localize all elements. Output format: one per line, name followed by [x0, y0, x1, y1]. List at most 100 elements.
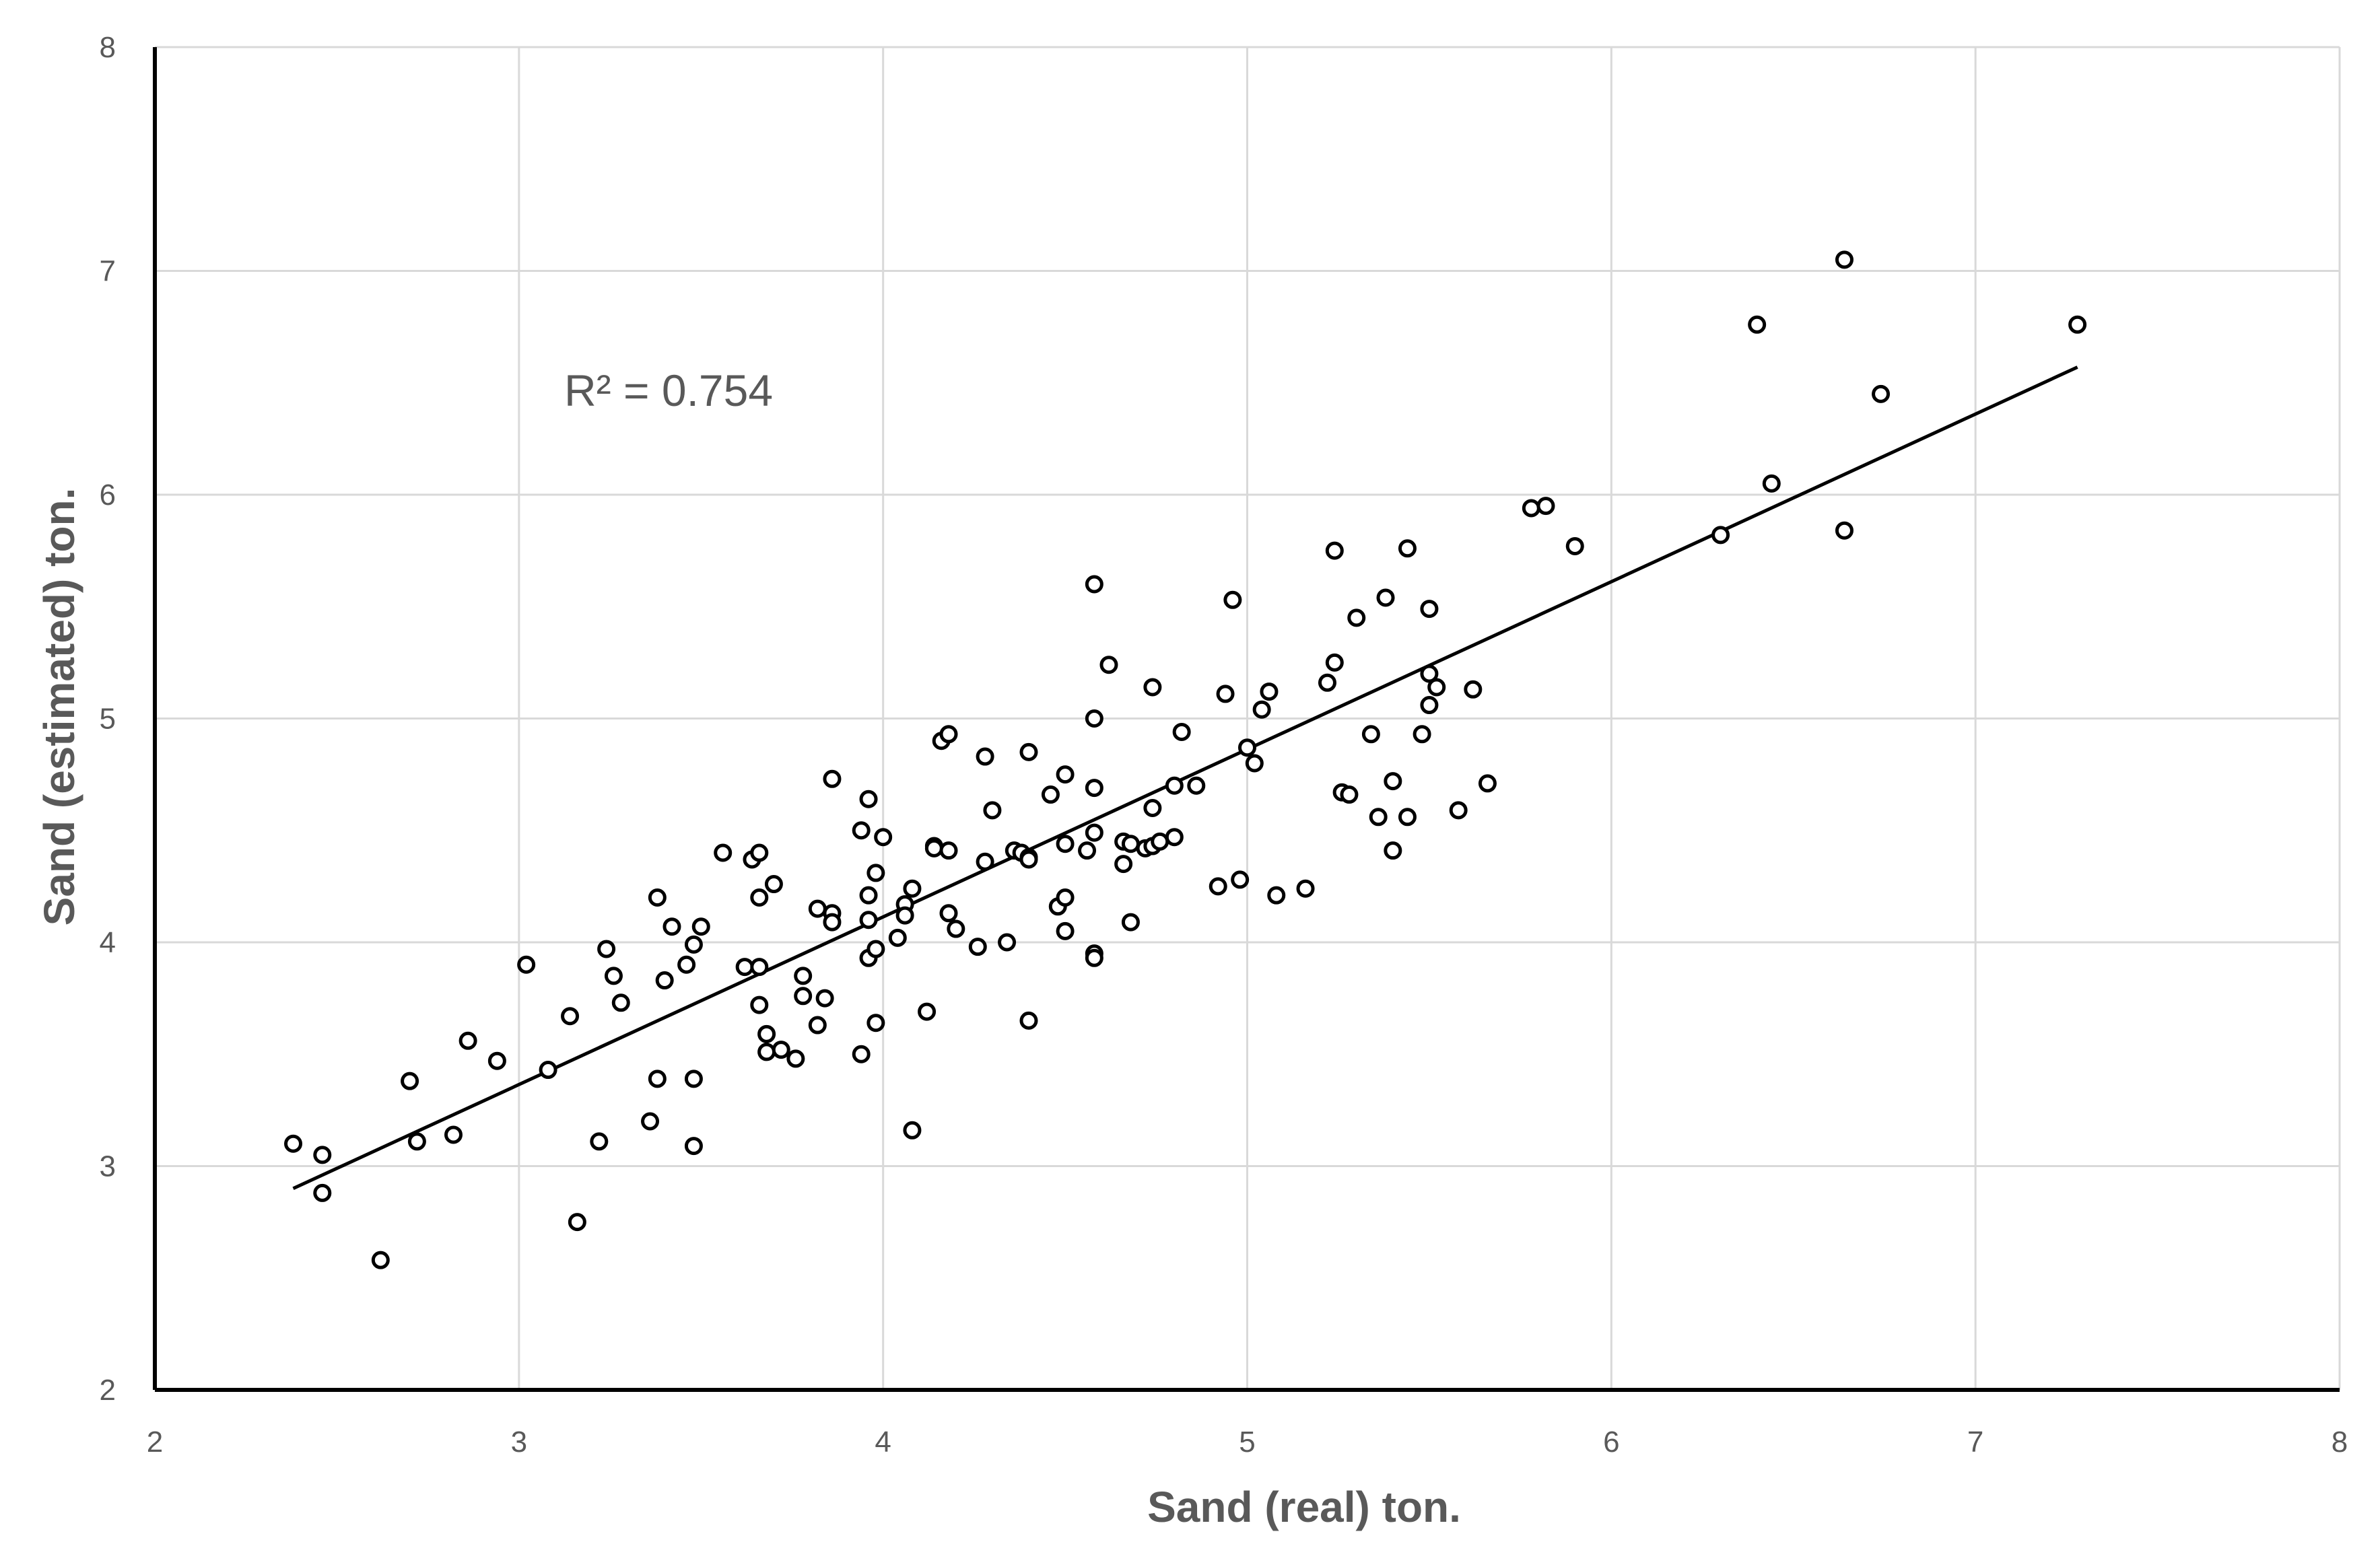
- data-point: [764, 875, 783, 894]
- data-point: [939, 904, 958, 923]
- data-point: [750, 843, 769, 862]
- data-point: [597, 940, 616, 958]
- y-tick-label: 4: [100, 926, 116, 959]
- data-point: [1165, 776, 1184, 795]
- data-point: [772, 1041, 790, 1059]
- data-point: [735, 958, 754, 977]
- data-point: [1238, 738, 1256, 757]
- data-point: [1536, 497, 1555, 516]
- data-point: [903, 879, 922, 898]
- data-point: [1252, 700, 1271, 719]
- data-point: [677, 955, 696, 974]
- data-point: [815, 989, 834, 1008]
- data-point: [1121, 835, 1140, 853]
- y-tick-label: 6: [100, 479, 116, 512]
- data-point: [1376, 588, 1395, 607]
- data-point: [561, 1007, 580, 1026]
- data-point: [1078, 841, 1097, 860]
- data-point: [1872, 384, 1891, 403]
- data-point: [852, 1045, 871, 1063]
- data-point: [976, 852, 994, 871]
- data-point: [1216, 685, 1235, 703]
- data-point: [1019, 850, 1038, 869]
- data-point: [1041, 785, 1060, 804]
- data-point: [1260, 682, 1279, 701]
- data-point: [1267, 886, 1286, 905]
- data-points: [284, 250, 2087, 1269]
- data-point: [1835, 250, 1854, 269]
- data-point: [1427, 678, 1446, 697]
- data-point: [976, 747, 994, 766]
- data-point: [1231, 870, 1250, 889]
- data-point: [1056, 835, 1075, 853]
- data-point: [641, 1112, 660, 1131]
- data-point: [1143, 799, 1162, 817]
- data-point: [866, 1014, 885, 1032]
- y-tick-label: 7: [100, 255, 116, 288]
- data-point: [1835, 521, 1854, 540]
- data-point: [888, 928, 907, 947]
- data-point: [866, 940, 885, 958]
- data-point: [1325, 541, 1344, 560]
- data-point: [1420, 696, 1439, 715]
- data-point: [1384, 841, 1402, 860]
- data-point: [313, 1183, 332, 1202]
- data-point: [859, 911, 878, 930]
- data-point: [1245, 754, 1264, 773]
- data-point: [655, 971, 674, 990]
- data-point: [1085, 709, 1103, 728]
- data-point: [684, 1137, 703, 1156]
- data-point: [684, 1070, 703, 1088]
- x-tick-label: 6: [1603, 1426, 1619, 1459]
- data-point: [786, 1049, 805, 1068]
- data-point: [939, 725, 958, 744]
- x-tick-label: 3: [511, 1426, 527, 1459]
- data-point: [313, 1146, 332, 1164]
- gridlines: [155, 46, 2341, 1390]
- data-point: [918, 1002, 937, 1021]
- x-tick-labels: 2 3 4 5 6 7 8: [147, 1426, 2348, 1459]
- data-point: [859, 790, 878, 808]
- data-point: [852, 821, 871, 840]
- data-point: [1340, 785, 1359, 804]
- data-point: [1325, 653, 1344, 672]
- y-tick-label: 5: [100, 703, 116, 736]
- data-point: [947, 919, 965, 938]
- data-point: [458, 1031, 477, 1050]
- data-point: [750, 888, 769, 907]
- data-point: [1711, 526, 1730, 545]
- data-point: [1369, 808, 1388, 827]
- y-tick-label: 8: [100, 31, 116, 64]
- data-point: [1420, 664, 1439, 683]
- data-point: [757, 1043, 776, 1061]
- data-point: [1478, 774, 1497, 793]
- data-point: [1187, 776, 1206, 795]
- data-point: [517, 955, 536, 974]
- data-point: [1398, 539, 1417, 558]
- data-point: [757, 1024, 776, 1043]
- data-point: [1347, 608, 1366, 627]
- data-point: [1151, 832, 1169, 851]
- data-point: [714, 843, 733, 862]
- data-point: [1420, 600, 1439, 619]
- data-point: [1318, 673, 1336, 692]
- data-point: [648, 888, 667, 907]
- r-squared-annotation: R² = 0.754: [564, 365, 773, 415]
- data-point: [750, 958, 769, 977]
- y-tick-labels: 2 3 4 5 6 7 8: [100, 31, 116, 1407]
- data-point: [1085, 948, 1103, 967]
- data-point: [590, 1132, 609, 1151]
- data-point: [1019, 1011, 1038, 1030]
- data-point: [1121, 913, 1140, 932]
- data-point: [1056, 888, 1075, 907]
- y-tick-label: 3: [100, 1150, 116, 1183]
- data-point: [859, 886, 878, 905]
- data-point: [487, 1051, 506, 1070]
- x-tick-label: 5: [1239, 1426, 1255, 1459]
- data-point: [1398, 808, 1417, 827]
- data-point: [808, 1016, 827, 1035]
- data-point: [1056, 921, 1075, 940]
- data-point: [284, 1134, 303, 1153]
- data-point: [684, 935, 703, 954]
- x-tick-label: 8: [2332, 1426, 2348, 1459]
